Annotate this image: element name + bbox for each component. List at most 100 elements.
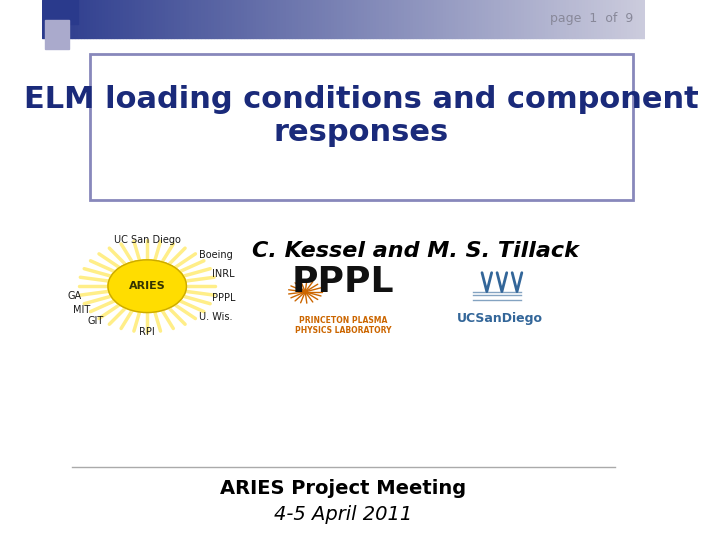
Bar — [534, 0, 536, 38]
Bar — [397, 0, 400, 38]
Bar — [618, 0, 621, 38]
Bar — [156, 0, 159, 38]
Bar — [385, 0, 389, 38]
Text: ARIES: ARIES — [129, 281, 166, 291]
Bar — [280, 0, 283, 38]
Bar — [222, 0, 225, 38]
Bar — [144, 0, 147, 38]
Text: C. Kessel and M. S. Tillack: C. Kessel and M. S. Tillack — [252, 241, 579, 261]
Bar — [307, 0, 310, 38]
Bar — [331, 0, 334, 38]
Bar — [593, 0, 597, 38]
Text: U. Wis.: U. Wis. — [199, 312, 233, 322]
Bar — [268, 0, 271, 38]
Bar — [105, 0, 108, 38]
Bar — [585, 0, 588, 38]
Bar — [168, 0, 171, 38]
Bar — [57, 0, 60, 38]
Bar — [431, 0, 433, 38]
Bar — [415, 0, 418, 38]
Text: ARIES Project Meeting: ARIES Project Meeting — [220, 479, 467, 498]
Bar — [50, 0, 54, 38]
Bar — [207, 0, 210, 38]
Bar — [500, 0, 503, 38]
Bar — [621, 0, 624, 38]
Bar — [75, 0, 78, 38]
Bar — [590, 0, 593, 38]
Bar — [48, 0, 50, 38]
Bar — [564, 0, 567, 38]
Bar — [81, 0, 84, 38]
Bar — [192, 0, 195, 38]
Bar — [217, 0, 220, 38]
Bar — [603, 0, 606, 38]
Bar — [93, 0, 96, 38]
Bar — [186, 0, 189, 38]
Bar — [476, 0, 479, 38]
Bar — [235, 0, 238, 38]
Bar — [395, 0, 397, 38]
Bar — [304, 0, 307, 38]
Bar — [418, 0, 422, 38]
Bar — [96, 0, 99, 38]
Bar — [579, 0, 582, 38]
Text: ELM loading conditions and component
responses: ELM loading conditions and component res… — [24, 85, 698, 147]
Bar — [554, 0, 557, 38]
Bar — [316, 0, 319, 38]
Bar — [627, 0, 630, 38]
Bar — [582, 0, 585, 38]
Bar — [250, 0, 253, 38]
Bar — [63, 0, 66, 38]
Bar — [202, 0, 204, 38]
Bar — [379, 0, 382, 38]
Bar — [516, 0, 518, 38]
Bar — [374, 0, 377, 38]
Text: PRINCETON PLASMA
PHYSICS LABORATORY: PRINCETON PLASMA PHYSICS LABORATORY — [295, 316, 392, 335]
Bar — [238, 0, 240, 38]
Bar — [485, 0, 488, 38]
Bar — [392, 0, 395, 38]
Bar — [370, 0, 374, 38]
Bar — [346, 0, 349, 38]
Bar — [494, 0, 497, 38]
Bar — [545, 0, 549, 38]
Bar — [135, 0, 138, 38]
Bar — [612, 0, 615, 38]
Text: PPPL: PPPL — [292, 265, 395, 299]
Text: GIT: GIT — [88, 316, 104, 326]
Bar — [400, 0, 404, 38]
Bar — [404, 0, 407, 38]
Bar — [102, 0, 105, 38]
Bar — [45, 0, 78, 24]
Bar — [337, 0, 341, 38]
Text: GA: GA — [67, 292, 81, 301]
Bar — [572, 0, 575, 38]
Bar — [120, 0, 123, 38]
Bar — [364, 0, 367, 38]
Bar — [536, 0, 539, 38]
Bar — [437, 0, 440, 38]
Bar — [349, 0, 352, 38]
Bar — [600, 0, 603, 38]
Bar — [72, 0, 75, 38]
Bar — [524, 0, 527, 38]
Text: Boeing: Boeing — [199, 250, 233, 260]
Text: UCSanDiego: UCSanDiego — [457, 312, 543, 325]
Bar — [428, 0, 431, 38]
Bar — [313, 0, 316, 38]
Bar — [461, 0, 464, 38]
Bar — [271, 0, 274, 38]
Bar — [232, 0, 235, 38]
Bar — [539, 0, 542, 38]
FancyBboxPatch shape — [90, 54, 633, 200]
Bar — [274, 0, 277, 38]
Bar — [458, 0, 461, 38]
Bar — [54, 0, 57, 38]
Bar — [45, 0, 48, 38]
Bar — [126, 0, 129, 38]
Bar — [334, 0, 337, 38]
Bar — [159, 0, 162, 38]
Bar — [367, 0, 370, 38]
Bar — [253, 0, 256, 38]
Bar — [467, 0, 470, 38]
